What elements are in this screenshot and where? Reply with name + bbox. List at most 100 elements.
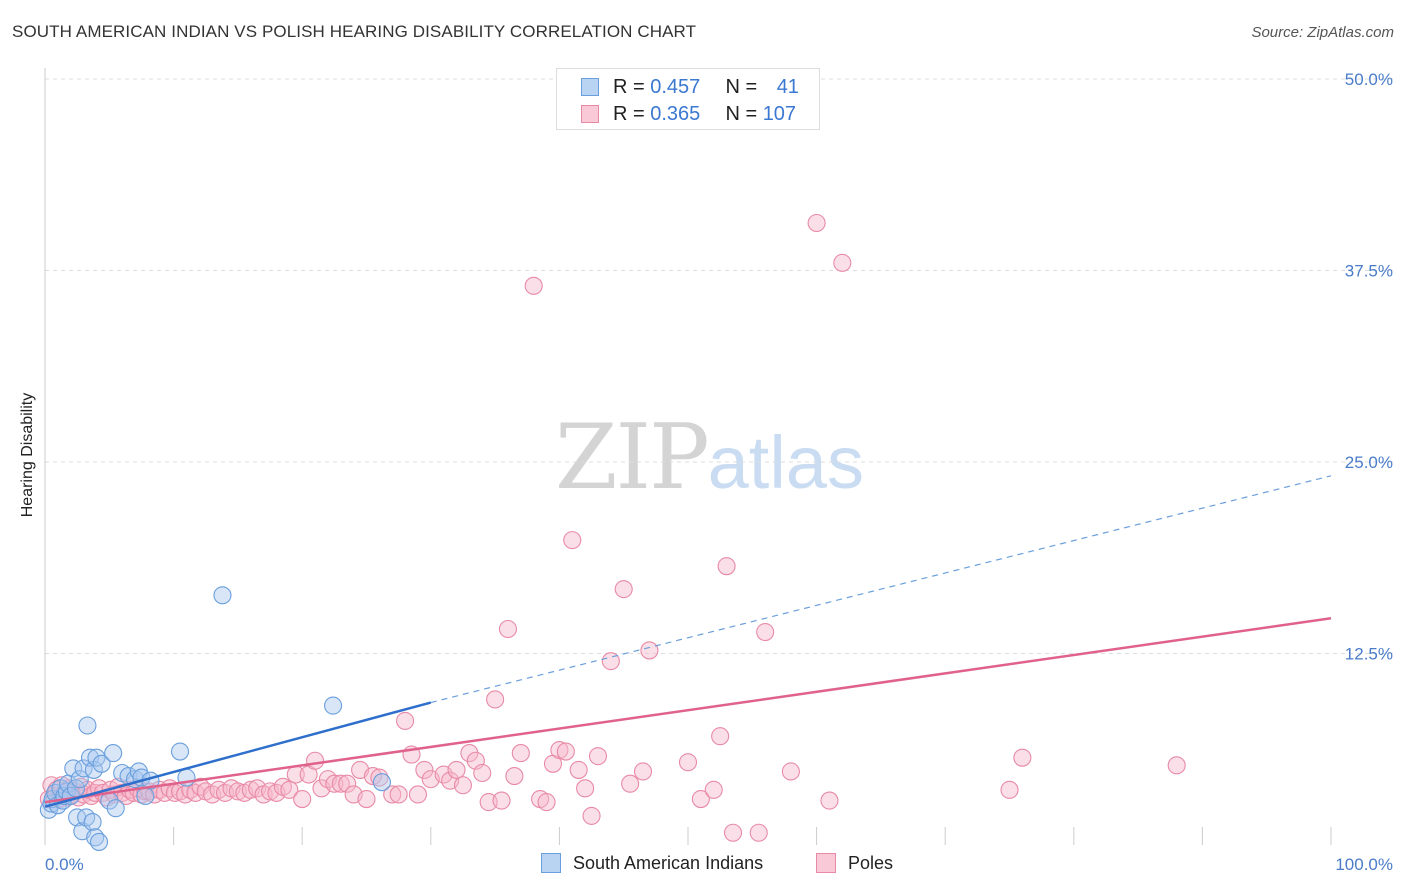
south-american-indians-points: [39, 586, 391, 851]
data-point: [601, 652, 620, 671]
legend-row-text: R = 0.457 N = 41: [613, 76, 799, 99]
pink-swatch: [816, 853, 836, 873]
data-point: [723, 823, 743, 842]
trend-lines: [44, 475, 1332, 808]
n-value: 107: [762, 103, 797, 125]
data-point: [820, 791, 839, 810]
data-point: [633, 762, 653, 781]
data-point: [1000, 780, 1019, 799]
source-label: Source: ZipAtlas.com: [1251, 24, 1394, 41]
series1-label: South American Indians: [573, 853, 764, 873]
data-point: [324, 696, 343, 715]
data-point: [756, 623, 775, 642]
data-point: [338, 774, 357, 793]
data-point: [524, 276, 543, 295]
data-point: [136, 786, 155, 806]
data-point: [678, 753, 698, 772]
data-point: [383, 785, 402, 804]
data-point: [78, 716, 97, 735]
data-point: [1167, 756, 1186, 775]
r-label: R =: [613, 76, 651, 98]
watermark-zip: ZIP: [555, 405, 710, 510]
data-point: [372, 773, 391, 792]
data-point: [550, 740, 569, 760]
data-point: [511, 744, 530, 763]
blue-swatch: [541, 853, 561, 873]
axes-layer: [44, 68, 1332, 845]
y-tick-label: 50.0%: [1345, 70, 1393, 89]
x-tick-label: 100.0%: [1335, 855, 1393, 874]
data-point: [833, 253, 852, 272]
n-label: N =: [725, 76, 763, 98]
data-point: [70, 770, 89, 789]
data-point: [576, 779, 595, 798]
n-label: N =: [725, 103, 763, 125]
data-point: [582, 806, 601, 825]
data-point: [691, 789, 710, 809]
series2-label: Poles: [848, 853, 894, 873]
n-value: 41: [776, 76, 799, 98]
data-point: [408, 785, 427, 804]
data-point: [711, 727, 730, 746]
r-label: R =: [613, 103, 651, 125]
y-tick-label: 37.5%: [1345, 262, 1393, 281]
data-point: [64, 759, 83, 778]
data-point: [717, 557, 736, 576]
data-point: [306, 751, 325, 770]
data-point: [807, 213, 826, 233]
pink-swatch: [581, 105, 599, 123]
data-point: [357, 789, 376, 809]
data-point: [704, 780, 723, 799]
data-point: [363, 767, 382, 786]
data-point: [1013, 748, 1032, 767]
y-tick-label: 25.0%: [1345, 453, 1393, 472]
blue-swatch: [581, 78, 599, 96]
poles-points: [39, 213, 1186, 842]
data-point: [563, 531, 582, 550]
data-point: [331, 774, 350, 793]
data-point: [486, 690, 505, 709]
chart-title: SOUTH AMERICAN INDIAN VS POLISH HEARING …: [12, 22, 697, 41]
trend-line-extension: [430, 475, 1332, 704]
data-point: [569, 760, 588, 779]
data-point: [293, 789, 312, 809]
trend-line-south-american-indians: [44, 701, 432, 808]
data-point: [614, 580, 633, 599]
data-point: [621, 774, 640, 793]
data-point: [781, 762, 800, 781]
data-point: [89, 832, 109, 851]
data-point: [498, 619, 518, 639]
data-point: [213, 586, 232, 605]
data-point: [588, 747, 608, 766]
data-point: [92, 754, 111, 773]
data-point: [396, 711, 415, 730]
data-point: [447, 760, 466, 779]
x-tick-label: 0.0%: [45, 855, 84, 874]
data-point: [106, 799, 125, 818]
data-point: [453, 776, 473, 795]
legend-row-text: R = 0.365 N = 107: [613, 103, 796, 126]
r-value: 0.457: [650, 76, 701, 98]
y-tick-label: 12.5%: [1345, 645, 1393, 664]
data-point: [415, 760, 434, 779]
data-point: [505, 767, 524, 786]
tick-labels: 12.5% 25.0% 37.5% 50.0% 0.0% 100.0%: [45, 70, 1393, 874]
data-point: [492, 791, 511, 810]
r-value: 0.365: [650, 103, 701, 125]
correlation-legend: R = 0.457 N = 41 R = 0.365 N = 107: [556, 68, 820, 130]
data-point: [473, 763, 492, 783]
data-point: [77, 808, 96, 827]
data-point: [104, 744, 123, 763]
data-point: [537, 793, 556, 812]
data-point: [83, 812, 102, 832]
data-point: [389, 785, 408, 804]
data-point: [170, 742, 190, 761]
data-point: [556, 742, 575, 761]
data-point: [280, 780, 299, 799]
data-point: [325, 774, 344, 793]
data-point: [749, 823, 768, 842]
trend-line-poles: [44, 617, 1332, 804]
data-point: [460, 744, 479, 763]
data-point: [640, 641, 659, 660]
